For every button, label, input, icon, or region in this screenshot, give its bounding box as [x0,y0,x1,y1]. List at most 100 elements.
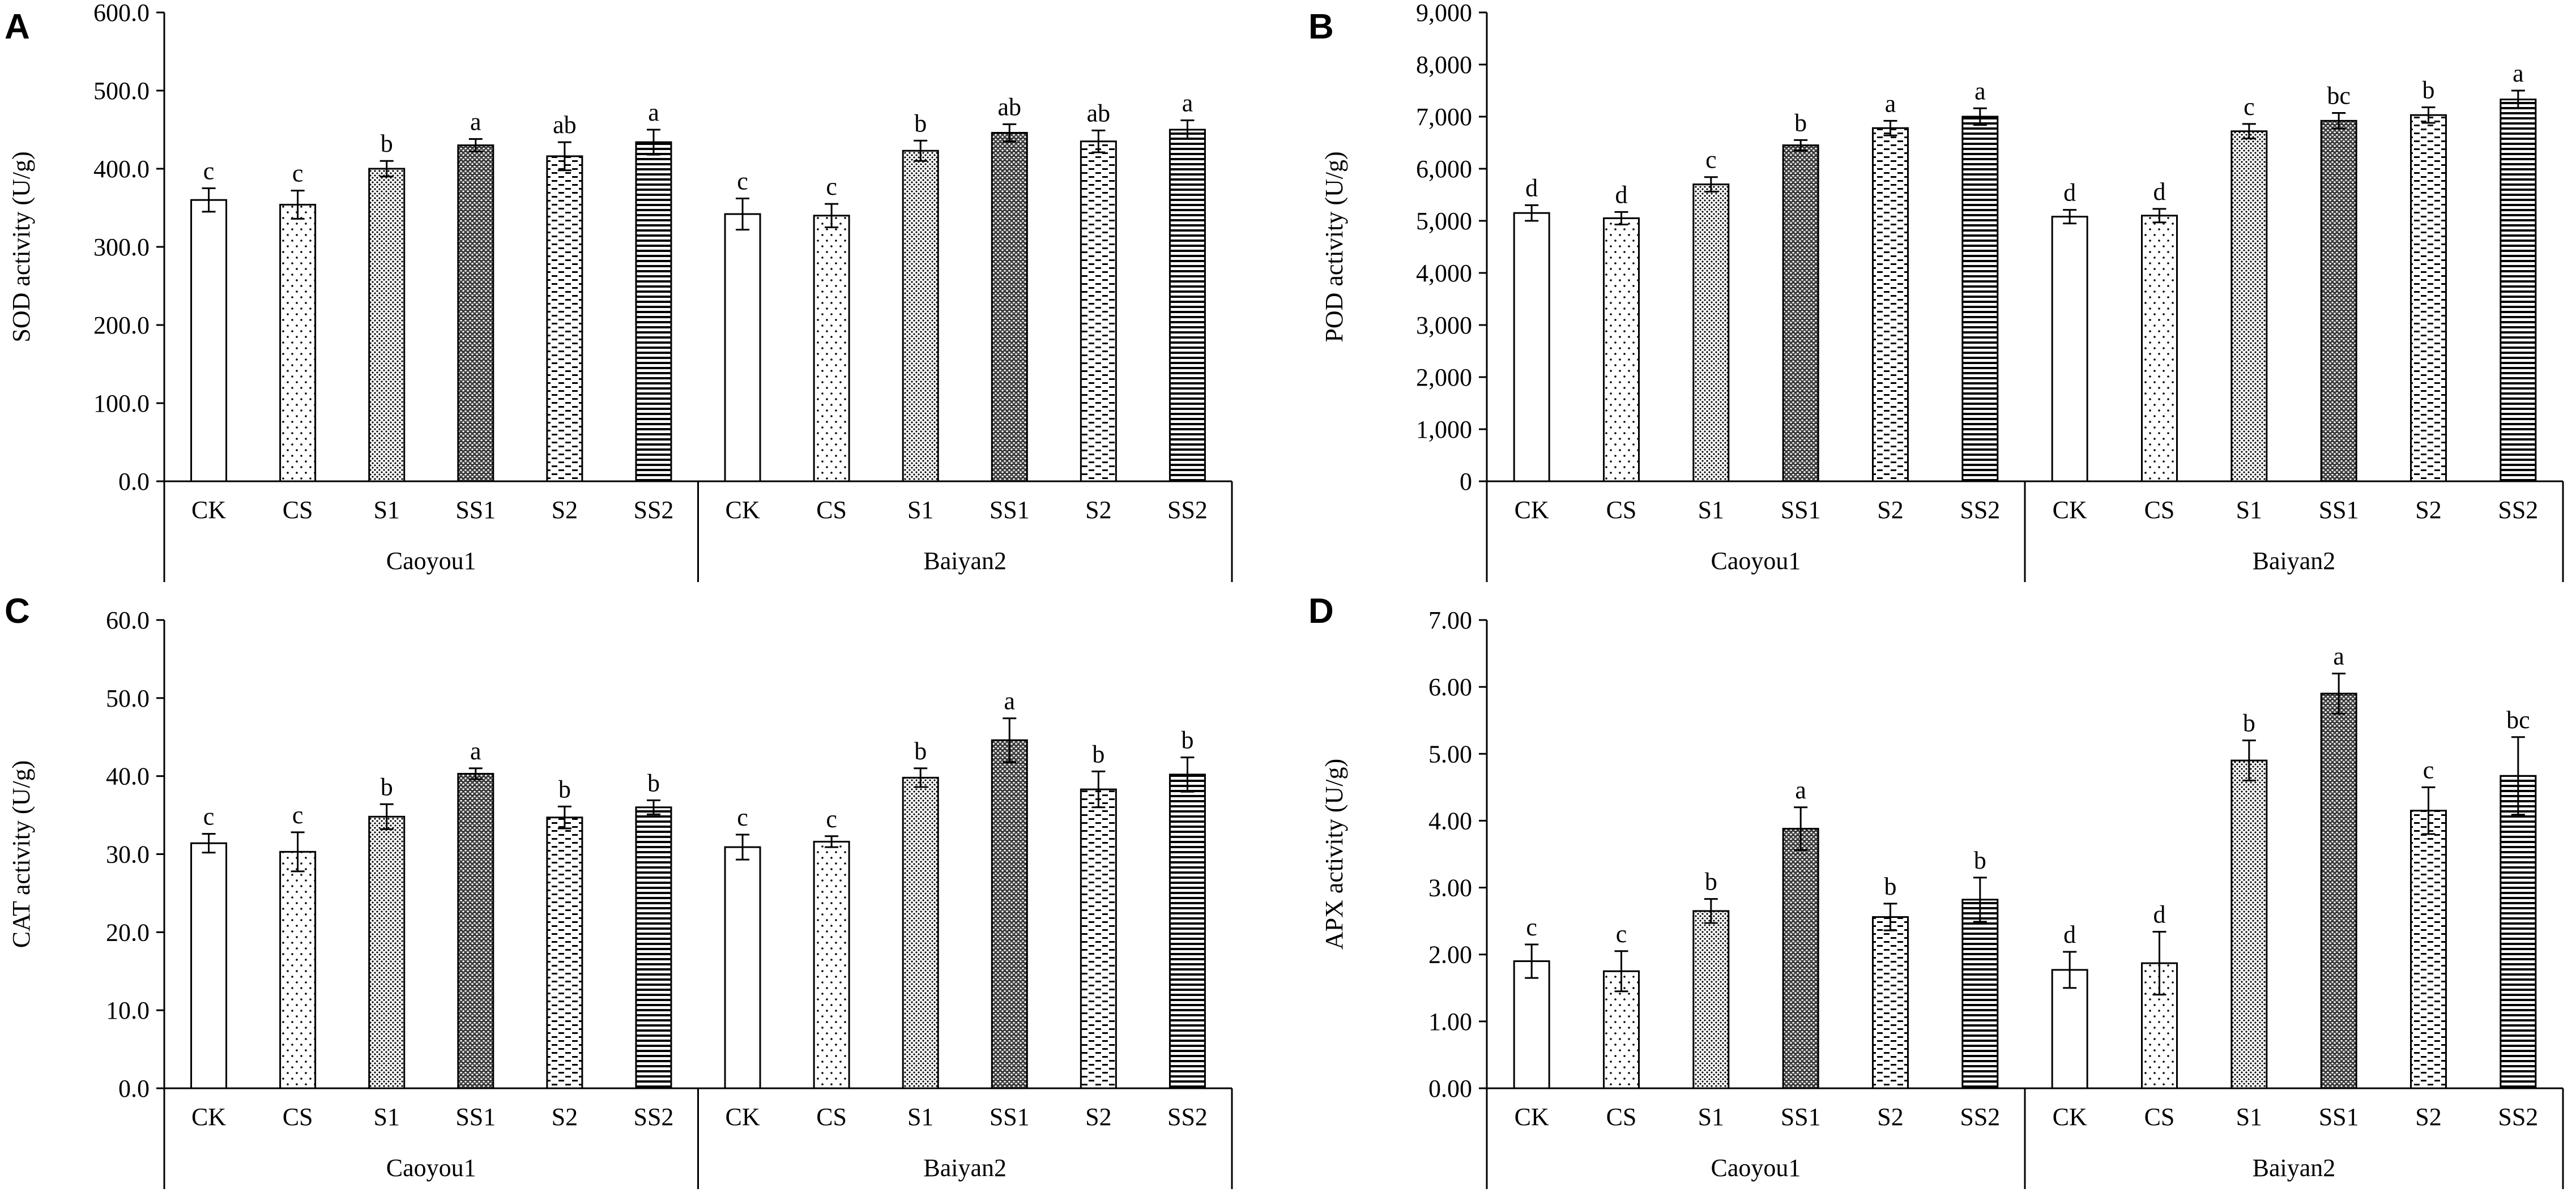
x-category-label: S1 [373,496,399,524]
x-category-label: SS2 [1167,496,1208,524]
bar-s2 [1080,788,1117,1089]
bar-ck [1513,212,1550,482]
x-category-label: SS2 [633,496,673,524]
significance-letter: b [1181,726,1193,754]
x-category-label: CK [725,1103,760,1131]
y-tick-label: 3.00 [1428,874,1472,902]
bar-s2 [2410,810,2447,1089]
significance-letter: b [914,737,927,765]
y-tick-label: 7.00 [1428,606,1472,634]
y-tick-label: 300.0 [93,233,150,261]
significance-letter: b [2423,76,2435,104]
bar-ss2 [2500,775,2537,1089]
bar-ss1 [991,132,1028,482]
x-group-label: Baiyan2 [2253,1154,2336,1182]
y-tick-label: 40.0 [106,763,150,790]
chart-panel-b: B 0 1,000 2,000 3,000 4,000 5,000 6,000 7,000 8,0… [1308,0,2564,582]
x-category-label: SS1 [1781,496,1821,524]
y-tick-label: 5.00 [1428,740,1472,768]
x-category-label: S2 [1877,1103,1903,1131]
y-tick-label: 8,000 [1416,51,1472,79]
significance-letter: b [1794,109,1807,136]
x-category-label: SS2 [633,1103,673,1131]
x-category-label: CS [283,496,313,524]
bar-s1 [368,815,406,1089]
x-category-label: S2 [552,496,578,524]
y-axis-title: CAT activity (U/g) [7,760,35,948]
y-tick-label: 0.0 [118,1075,150,1102]
x-category-label: S2 [1085,496,1111,524]
significance-letter: a [470,108,481,136]
significance-letter: c [737,803,748,831]
bar-ss1 [457,773,494,1089]
y-tick-label: 500.0 [93,77,150,105]
y-tick-label: 10.0 [106,997,150,1024]
significance-letter: d [2153,901,2166,929]
x-category-label: SS2 [2498,496,2538,524]
x-category-label: CK [191,1103,226,1131]
x-category-label: S1 [1698,1103,1724,1131]
y-axis-title: POD activity (U/g) [1320,151,1348,342]
bar-ck [190,199,228,482]
bar-s2 [1872,127,1909,482]
panel-letter: A [5,7,30,46]
x-category-label: SS2 [1960,496,2000,524]
bar-ck [724,213,761,482]
significance-letter: d [1525,174,1538,202]
significance-letter: b [381,130,393,157]
significance-letter: c [737,167,748,195]
bar-s1 [902,149,939,482]
charts-root: A 0.0 100.0 200.0 300.0 400.0 500.0 600.0 SOD ac… [5,0,2564,1189]
y-tick-label: 1.00 [1428,1008,1472,1036]
x-category-label: S2 [552,1103,578,1131]
significance-letter: b [1705,868,1717,896]
bar-ss2 [1168,773,1206,1089]
significance-letter: d [1615,181,1628,208]
y-axis-title: SOD activity (U/g) [7,151,35,342]
x-category-label: CK [2053,1103,2087,1131]
y-tick-label: 6.00 [1428,673,1472,701]
significance-letter: d [2063,179,2076,207]
x-category-label: CS [2144,496,2175,524]
x-category-label: CK [1515,1103,1549,1131]
bar-ss1 [2320,692,2357,1089]
y-tick-label: 2.00 [1428,941,1472,969]
x-category-label: S1 [373,1103,399,1131]
significance-letter: c [203,803,215,831]
panel-letter: C [5,592,30,631]
x-category-label: CS [1606,1103,1637,1131]
y-tick-label: 6,000 [1416,155,1472,183]
significance-letter: ab [553,111,577,139]
x-category-label: S2 [2415,1103,2441,1131]
x-category-label: SS1 [1781,1103,1821,1131]
significance-letter: a [1885,89,1896,117]
x-category-label: SS1 [455,1103,496,1131]
significance-letter: b [914,109,927,137]
y-tick-label: 200.0 [93,311,150,339]
significance-letter: a [1974,77,1986,105]
significance-letter: b [381,773,393,801]
x-category-label: S2 [2415,496,2441,524]
significance-letter: a [470,737,481,765]
x-category-label: CS [2144,1103,2175,1131]
bar-ss2 [2500,99,2537,482]
significance-letter: a [648,99,659,126]
x-group-label: Baiyan2 [923,547,1006,575]
significance-letter: d [2063,921,2076,948]
significance-letter: c [292,801,304,829]
significance-letter: bc [2327,82,2351,110]
y-tick-label: 7,000 [1416,103,1472,131]
x-category-label: CS [283,1103,313,1131]
x-category-label: SS1 [990,1103,1030,1131]
bar-ss1 [1782,144,1819,482]
bar-ss2 [1961,899,1999,1089]
bar-ss2 [635,806,672,1089]
x-category-label: SS2 [2498,1103,2538,1131]
y-tick-label: 0.0 [118,468,150,495]
significance-letter: a [2333,643,2344,670]
y-tick-label: 600.0 [93,0,150,27]
bar-s1 [1692,910,1730,1089]
significance-letter: a [1795,776,1806,804]
panel-letter: D [1308,592,1334,631]
x-category-label: CK [725,496,760,524]
